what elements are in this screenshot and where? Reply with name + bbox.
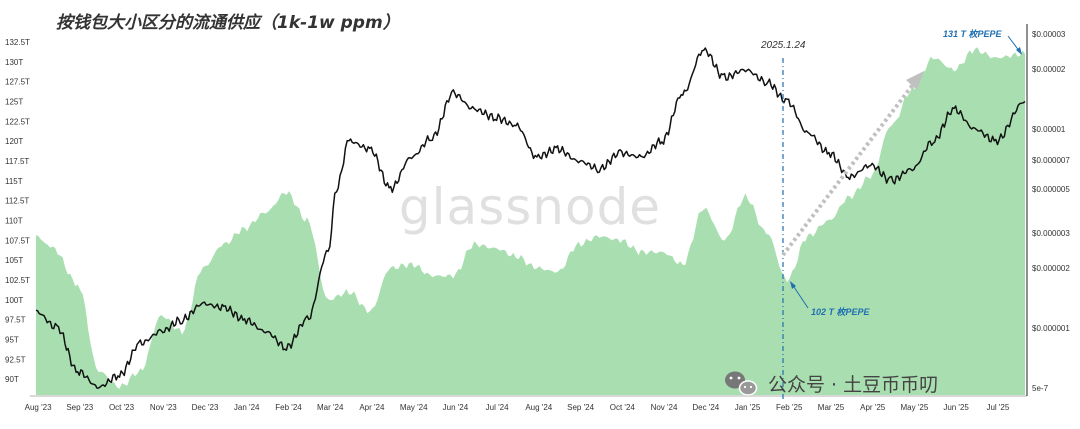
- x-tick-label: Nov '24: [651, 403, 678, 412]
- x-tick-label: Feb '25: [776, 403, 803, 412]
- low-callout-arrowhead: [790, 281, 796, 289]
- left-tick-label: 95T: [5, 336, 19, 345]
- wechat-account-label: 公众号 · 土豆币币叨: [768, 374, 938, 396]
- right-tick-label: $0.00001: [1032, 125, 1066, 134]
- right-tick-label: $0.00002: [1032, 65, 1066, 74]
- watermark-layer: glassnode: [399, 178, 661, 236]
- left-tick-label: 97.5T: [5, 316, 26, 325]
- left-tick-label: 90T: [5, 375, 19, 384]
- x-tick-label: Jul '25: [986, 403, 1009, 412]
- low-supply-label: 102 T 枚PEPE: [811, 307, 871, 317]
- x-tick-label: Jan '24: [234, 403, 260, 412]
- price-line-layer: [35, 47, 1026, 389]
- left-tick-label: 120T: [5, 137, 23, 146]
- annotations: 2025.1.24 102 T 枚PEPE 131 T 枚PEPE: [760, 29, 1022, 400]
- left-tick-label: 112.5T: [5, 197, 29, 206]
- supply-area-fill: [36, 47, 1025, 395]
- x-tick-label: Jun '24: [443, 403, 469, 412]
- x-tick-label: Aug '24: [525, 403, 552, 412]
- date-marker-label: 2025.1.24: [760, 40, 806, 51]
- right-tick-label: 5e-7: [1032, 384, 1049, 393]
- supply-area: [36, 47, 1025, 395]
- wechat-icon: [725, 371, 758, 396]
- x-tick-label: Jan '25: [735, 403, 761, 412]
- right-tick-label: $0.000001: [1032, 324, 1070, 333]
- left-tick-label: 102.5T: [5, 276, 30, 285]
- x-tick-label: Dec '24: [692, 403, 719, 412]
- left-tick-label: 107.5T: [5, 236, 30, 245]
- left-tick-label: 110T: [5, 217, 23, 226]
- left-tick-label: 115T: [5, 177, 23, 186]
- x-tick-label: Sep '23: [66, 403, 93, 412]
- trend-arrow-head: [906, 71, 924, 90]
- left-tick-label: 125T: [5, 97, 23, 106]
- x-tick-label: Apr '24: [359, 403, 385, 412]
- left-tick-label: 122.5T: [5, 117, 30, 126]
- x-tick-label: Jul '24: [486, 403, 509, 412]
- right-tick-label: $0.000003: [1032, 229, 1070, 238]
- left-tick-label: 130T: [5, 58, 23, 67]
- trend-arrow-shaft: [781, 76, 920, 257]
- low-callout-line: [791, 283, 809, 309]
- right-tick-label: $0.000005: [1032, 185, 1070, 194]
- left-tick-label: 100T: [5, 296, 23, 305]
- glassnode-watermark: glassnode: [399, 178, 661, 236]
- price-line: [35, 47, 1026, 389]
- right-tick-label: $0.000002: [1032, 264, 1070, 273]
- high-supply-label: 131 T 枚PEPE: [943, 29, 1003, 39]
- x-tick-label: Feb '24: [275, 403, 302, 412]
- x-tick-label: Oct '23: [109, 403, 135, 412]
- x-tick-label: Dec '23: [192, 403, 219, 412]
- left-tick-label: 127.5T: [5, 78, 30, 87]
- high-callout-arrowhead: [1016, 47, 1022, 55]
- x-tick-label: May '24: [400, 403, 428, 412]
- left-tick-label: 132.5T: [5, 38, 30, 47]
- x-tick-label: Nov '23: [150, 403, 177, 412]
- x-tick-label: Mar '24: [317, 403, 344, 412]
- right-tick-label: $0.000007: [1032, 156, 1070, 165]
- left-tick-label: 105T: [5, 256, 23, 265]
- wechat-badge: 公众号 · 土豆币币叨: [725, 371, 938, 396]
- x-tick-label: May '25: [901, 403, 929, 412]
- x-tick-label: Jun '25: [943, 403, 969, 412]
- right-tick-label: $0.00003: [1032, 30, 1066, 39]
- x-tick-label: Mar '25: [818, 403, 845, 412]
- axes: Aug '23 Sep '23 Oct '23 Nov '23 Dec '23 Jan '…: [5, 24, 1070, 412]
- x-tick-label: Aug '23: [25, 403, 52, 412]
- x-tick-label: Sep '24: [567, 403, 594, 412]
- left-tick-label: 92.5T: [5, 355, 26, 364]
- x-tick-label: Apr '25: [860, 403, 886, 412]
- x-tick-label: Oct '24: [610, 403, 636, 412]
- left-tick-label: 117.5T: [5, 157, 29, 166]
- chart-title: 按钱包大小区分的流通供应（1k-1w ppm）: [56, 13, 400, 33]
